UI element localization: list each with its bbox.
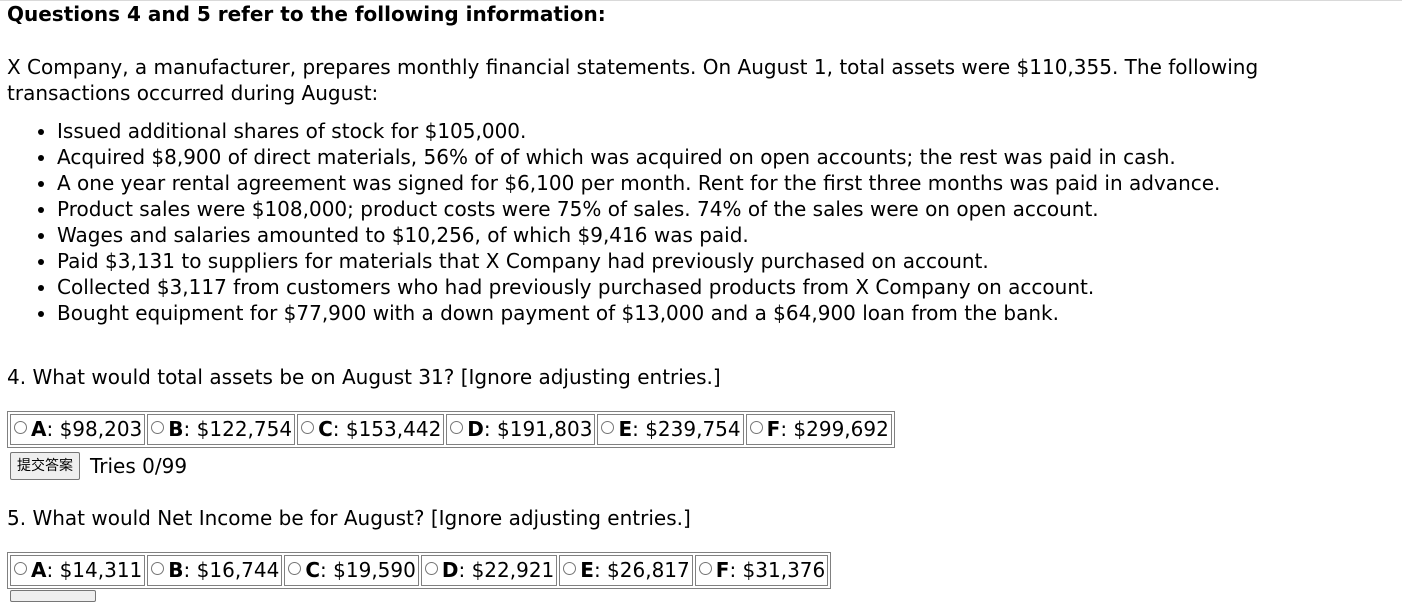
radio-icon[interactable]: [749, 421, 763, 434]
option-value: : $16,744: [183, 558, 280, 582]
question-4-text: 4. What would total assets be on August …: [7, 365, 721, 389]
option-value: : $98,203: [46, 417, 143, 441]
q5-option-a[interactable]: A: $14,311: [10, 555, 146, 586]
option-letter: C: [305, 558, 321, 582]
list-item: Product sales were $108,000; product cos…: [57, 196, 1220, 222]
option-letter: A: [31, 417, 47, 441]
q4-option-a[interactable]: A: $98,203: [10, 414, 146, 445]
radio-icon[interactable]: [424, 562, 438, 575]
q5-option-b[interactable]: B: $16,744: [147, 555, 283, 586]
list-item: Bought equipment for $77,900 with a down…: [57, 300, 1220, 326]
option-value: : $299,692: [780, 417, 889, 441]
submit-answer-button[interactable]: 提交答案: [10, 452, 80, 480]
option-letter: F: [715, 558, 730, 582]
q4-option-d[interactable]: D: $191,803: [446, 414, 596, 445]
option-value: : $26,817: [593, 558, 690, 582]
radio-icon[interactable]: [14, 421, 27, 434]
radio-icon[interactable]: [301, 421, 315, 434]
option-letter: E: [580, 558, 594, 582]
option-letter: E: [618, 417, 633, 441]
transaction-list: Issued additional shares of stock for $1…: [0, 118, 1220, 326]
q4-option-f[interactable]: F: $299,692: [745, 414, 892, 445]
radio-icon[interactable]: [450, 421, 464, 434]
top-divider: [0, 0, 1402, 1]
q5-option-c[interactable]: C: $19,590: [284, 555, 419, 586]
radio-icon[interactable]: [14, 562, 27, 575]
list-item: Collected $3,117 from customers who had …: [57, 274, 1220, 300]
q5-option-e[interactable]: E: $26,817: [559, 555, 693, 586]
tries-counter: Tries 0/99: [90, 454, 188, 478]
list-item: Acquired $8,900 of direct materials, 56%…: [57, 144, 1220, 170]
question-4-submit-row: 提交答案 Tries 0/99: [10, 452, 187, 480]
q5-option-f[interactable]: F: $31,376: [694, 555, 829, 586]
q4-option-b[interactable]: B: $122,754: [147, 414, 296, 445]
option-letter: D: [441, 558, 459, 582]
radio-icon[interactable]: [563, 562, 577, 575]
option-value: : $19,590: [320, 558, 416, 582]
option-letter: F: [766, 417, 781, 441]
option-letter: B: [168, 417, 184, 441]
list-item: Issued additional shares of stock for $1…: [57, 118, 1220, 144]
list-item: Wages and salaries amounted to $10,256, …: [57, 222, 1220, 248]
option-letter: D: [467, 417, 484, 441]
radio-icon[interactable]: [601, 421, 615, 434]
q5-option-d[interactable]: D: $22,921: [420, 555, 558, 586]
intro-paragraph: X Company, a manufacturer, prepares mont…: [7, 55, 1259, 105]
option-letter: C: [318, 417, 333, 441]
radio-icon[interactable]: [288, 562, 302, 575]
option-letter: A: [31, 558, 47, 582]
option-value: : $239,754: [632, 417, 741, 441]
list-item: A one year rental agreement was signed f…: [57, 170, 1220, 196]
radio-icon[interactable]: [151, 421, 165, 434]
q4-option-e[interactable]: E: $239,754: [597, 414, 744, 445]
question-4-choices: A: $98,203 B: $122,754 C: $153,442 D: $1…: [7, 411, 895, 448]
option-letter: B: [168, 558, 184, 582]
q4-option-c[interactable]: C: $153,442: [297, 414, 445, 445]
option-value: : $191,803: [483, 417, 593, 441]
question-5-text: 5. What would Net Income be for August? …: [7, 506, 691, 530]
question-5-choices: A: $14,311 B: $16,744 C: $19,590 D: $22,…: [7, 552, 832, 589]
radio-icon[interactable]: [698, 562, 712, 575]
option-value: : $122,754: [183, 417, 293, 441]
option-value: : $22,921: [458, 558, 555, 582]
section-header: Questions 4 and 5 refer to the following…: [7, 2, 606, 26]
option-value: : $153,442: [332, 417, 442, 441]
radio-icon[interactable]: [151, 562, 165, 575]
question-5-submit-button-partial[interactable]: [10, 590, 96, 602]
option-value: : $14,311: [46, 558, 143, 582]
option-value: : $31,376: [729, 558, 826, 582]
list-item: Paid $3,131 to suppliers for materials t…: [57, 248, 1220, 274]
